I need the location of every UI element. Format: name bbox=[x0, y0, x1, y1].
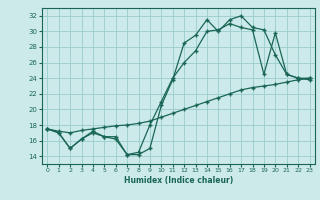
X-axis label: Humidex (Indice chaleur): Humidex (Indice chaleur) bbox=[124, 176, 233, 185]
